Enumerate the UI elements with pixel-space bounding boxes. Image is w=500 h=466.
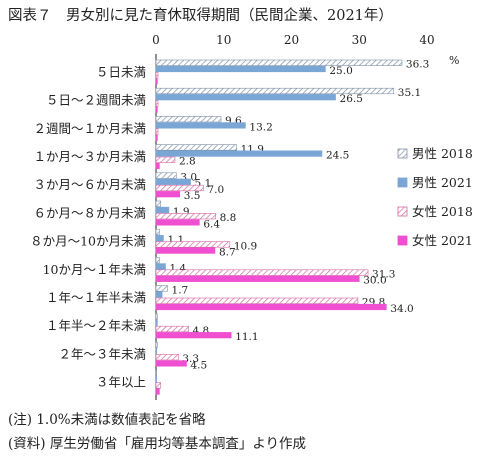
bar-male-2021 [155, 291, 163, 298]
data-label-male-2018: 1.7 [172, 284, 189, 296]
bar-female-2021 [155, 219, 200, 226]
bar-female-2021 [155, 332, 232, 339]
bar-female-2021 [155, 191, 181, 198]
legend-swatch-female-2021 [397, 235, 408, 246]
legend-swatch-male-2018 [397, 148, 408, 159]
category-label: １か月～３か月未満 [33, 149, 146, 164]
bar-male-2021 [155, 235, 164, 242]
category-label: ３年以上 [96, 375, 146, 390]
bar-male-2021 [155, 178, 191, 185]
bar-male-2018 [155, 341, 158, 348]
footnote-source: (資料) 厚生労働省「雇用均等基本調査」より作成 [8, 436, 307, 452]
bar-male-2021 [155, 347, 157, 355]
bar-chart: 0 10 20 30 40% ５日未満 36.3 25.0 ５日～２週間未満 35.1 26.5 ２週… [30, 33, 473, 400]
bar-male-2021 [155, 150, 323, 157]
x-tick-label: 10 [216, 33, 231, 47]
bar-female-2021 [155, 106, 158, 113]
legend-label-male-2021: 男性 2021 [412, 175, 473, 190]
data-label-male-2021: 26.5 [340, 93, 363, 105]
data-label-male-2018: 35.1 [398, 87, 421, 99]
category-label: ２週間～１か月未満 [33, 121, 146, 136]
category-label: １年半～２年未満 [46, 318, 146, 333]
bar-female-2021 [155, 78, 158, 85]
bar-female-2021 [155, 360, 187, 367]
bar-female-2021 [155, 162, 160, 170]
bar-male-2021 [155, 376, 157, 383]
category-label: ５日未満 [96, 64, 146, 79]
data-label-male-2021: 24.5 [326, 150, 349, 162]
bar-female-2018 [155, 128, 159, 135]
bar-male-2018 [155, 144, 237, 151]
bar-male-2018 [155, 257, 160, 264]
data-label-female-2018: 2.8 [179, 156, 196, 168]
category-label: 10か月～１年未満 [43, 262, 146, 277]
data-label-female-2021: 6.4 [203, 218, 220, 230]
data-label-female-2018: 8.8 [220, 212, 237, 224]
data-label-female-2021: 30.0 [363, 275, 386, 287]
x-tick-label: 30 [352, 33, 367, 47]
bar-male-2021 [155, 65, 326, 73]
data-label-female-2021: 34.0 [390, 303, 413, 315]
bar-male-2021 [155, 94, 336, 101]
bar-female-2021 [155, 388, 160, 395]
bar-female-2018 [155, 184, 204, 192]
bar-female-2018 [155, 269, 369, 276]
bar-male-2018 [155, 172, 177, 179]
bar-male-2018 [155, 59, 403, 66]
bar-male-2018 [155, 369, 157, 377]
bar-female-2018 [155, 241, 231, 248]
data-label-male-2021: 25.0 [329, 65, 352, 77]
bar-female-2021 [155, 275, 360, 282]
category-label: １年～１年半未満 [46, 290, 146, 305]
data-label-male-2021: 13.2 [249, 121, 272, 133]
data-label-female-2021: 4.5 [190, 359, 207, 371]
data-label-male-2018: 36.3 [406, 59, 429, 71]
legend-label-male-2018: 男性 2018 [412, 146, 473, 161]
footnote-threshold: (注) 1.0%未満は数値表記を省略 [8, 412, 206, 428]
bar-female-2018 [155, 72, 159, 79]
x-tick-label: 20 [284, 33, 299, 47]
bar-female-2018 [155, 297, 359, 304]
data-label-female-2021: 3.5 [184, 190, 201, 202]
chart-title: 図表７ 男女別に見た育休取得期間（民間企業、2021年） [8, 8, 393, 24]
bar-female-2021 [155, 134, 158, 141]
category-label: ２年～３年未満 [58, 346, 146, 361]
bar-male-2018 [155, 200, 162, 207]
legend-label-female-2018: 女性 2018 [412, 204, 473, 219]
data-label-female-2018: 31.3 [372, 269, 395, 281]
data-label-female-2018: 10.9 [234, 240, 257, 252]
bar-female-2021 [155, 247, 216, 254]
unit-label: % [449, 54, 459, 67]
bar-male-2021 [155, 319, 158, 326]
bar-male-2018 [155, 87, 395, 95]
bar-female-2018 [155, 325, 189, 333]
bar-male-2018 [155, 116, 222, 123]
bar-male-2021 [155, 122, 246, 129]
bar-female-2021 [155, 303, 387, 311]
legend-label-female-2021: 女性 2021 [412, 233, 473, 248]
legend-swatch-female-2018 [397, 206, 408, 217]
x-tick-label: 0 [152, 33, 160, 47]
category-label: ３か月～６か月未満 [33, 177, 146, 192]
category-label: ８か月～10か月未満 [30, 234, 146, 249]
bar-male-2021 [155, 263, 166, 270]
bar-male-2018 [155, 313, 158, 320]
legend-swatch-male-2021 [397, 177, 408, 188]
bar-female-2018 [155, 354, 179, 361]
category-label: ５日～２週間未満 [46, 93, 146, 108]
bar-male-2021 [155, 206, 170, 214]
bar-female-2018 [155, 156, 176, 163]
bar-male-2018 [155, 228, 160, 236]
bar-male-2018 [155, 285, 168, 292]
category-label: ６か月～８か月未満 [33, 205, 146, 220]
data-label-female-2018: 7.0 [207, 184, 224, 196]
bar-female-2018 [155, 213, 216, 220]
bar-female-2018 [155, 100, 159, 107]
data-label-female-2021: 8.7 [219, 247, 236, 259]
data-label-female-2021: 11.1 [235, 331, 258, 343]
x-tick-label: 40 [419, 33, 434, 47]
bar-female-2018 [155, 382, 162, 389]
